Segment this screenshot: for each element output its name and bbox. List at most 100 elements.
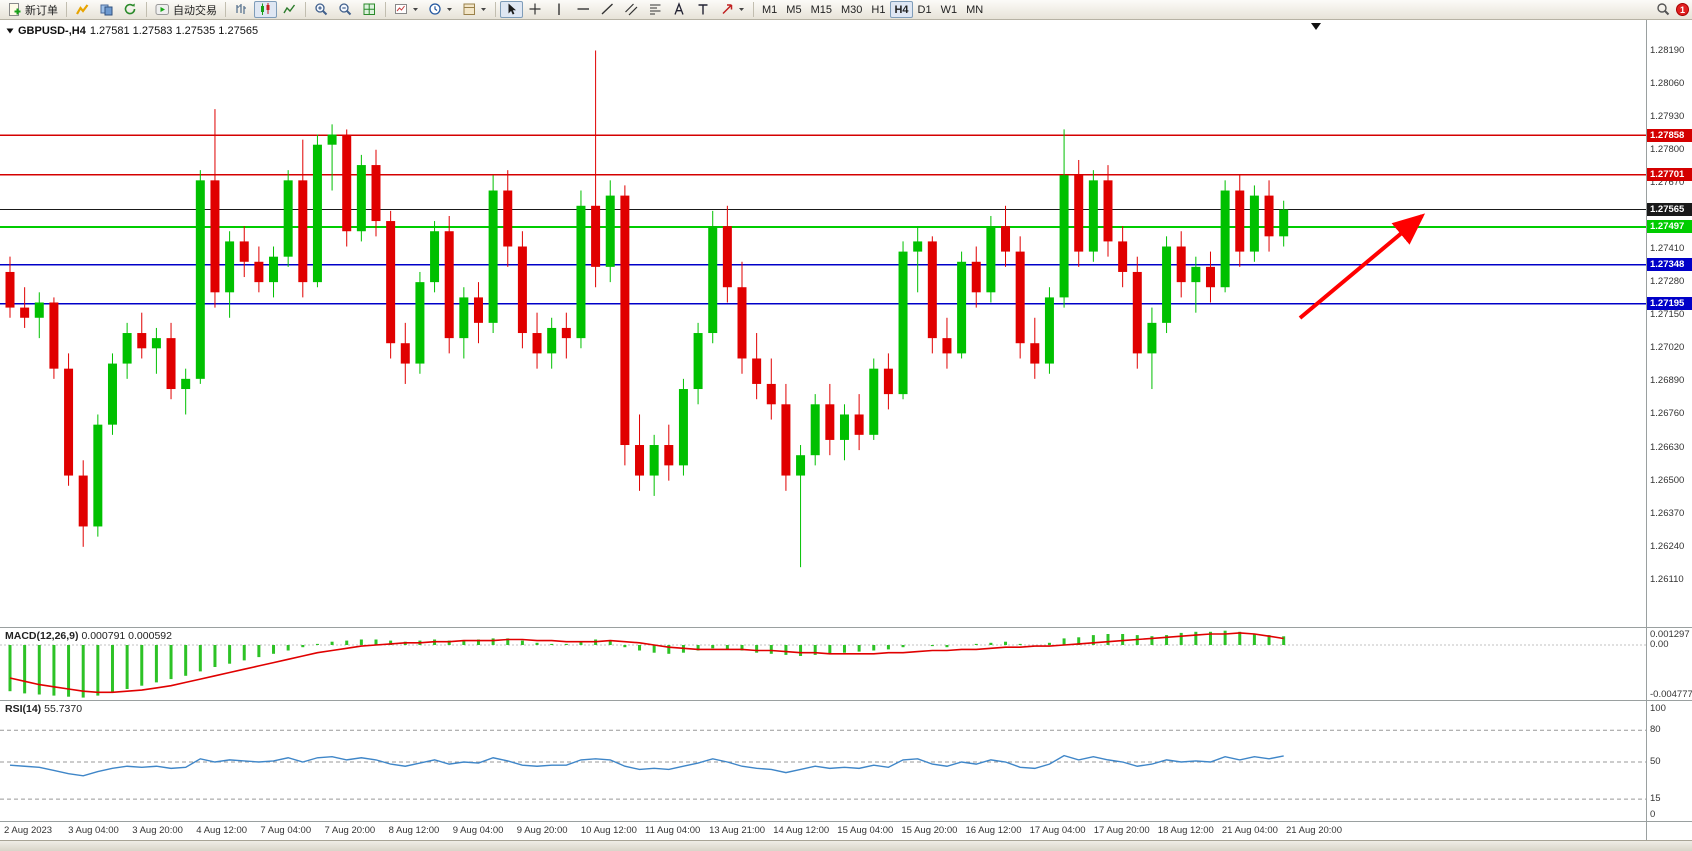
time-axis[interactable] <box>0 822 1692 840</box>
arrows-icon <box>722 4 733 15</box>
time-axis-label: 4 Aug 12:00 <box>196 825 248 836</box>
text-label-icon <box>698 4 708 15</box>
notification-badge[interactable]: 1 <box>1676 3 1689 16</box>
chart-title: GBPUSD-,H4 1.27581 1.27583 1.27535 1.275… <box>6 25 258 37</box>
price-axis-border <box>1646 20 1647 840</box>
price-axis-label: 1.27150 <box>1650 309 1685 321</box>
timeframe-M30[interactable]: M30 <box>840 3 863 16</box>
chart-ohlc-values: 1.27581 1.27583 1.27535 1.27565 <box>89 25 259 37</box>
timeframe-H1[interactable]: H1 <box>871 3 886 16</box>
text-icon <box>674 2 684 15</box>
timeframe-M15[interactable]: M15 <box>810 3 832 16</box>
time-axis-label: 2 Aug 2023 <box>4 825 53 836</box>
rsi-chart[interactable] <box>0 701 1646 821</box>
timeframe-W1[interactable]: W1 <box>940 3 958 16</box>
equidistant-channel-button[interactable] <box>620 1 643 18</box>
chevron-down-icon <box>413 8 418 11</box>
timeframe-M5[interactable]: M5 <box>786 3 802 16</box>
chevron-down-icon <box>481 8 486 11</box>
time-axis-label: 13 Aug 21:00 <box>709 825 766 836</box>
crosshair-button[interactable] <box>524 1 547 18</box>
refresh-button[interactable] <box>119 1 142 18</box>
horizontal-line-button[interactable] <box>572 1 595 18</box>
toolbar-separator <box>225 2 226 17</box>
arrows-button[interactable] <box>716 1 749 18</box>
symbol-dropdown-icon[interactable] <box>6 28 14 34</box>
search-button[interactable] <box>1652 1 1675 18</box>
auto-trading-button[interactable]: 自动交易 <box>151 1 221 18</box>
chart-symbol-timeframe: GBPUSD-,H4 <box>18 25 86 37</box>
macd-chart[interactable] <box>0 628 1646 700</box>
line-chart-button[interactable] <box>278 1 301 18</box>
templates-button[interactable] <box>458 1 491 18</box>
vertical-line-icon <box>558 3 560 15</box>
new-order-icon <box>9 3 21 16</box>
auto-trading-icon <box>155 4 169 15</box>
toolbar-separator <box>305 2 306 17</box>
toolbar-separator <box>753 2 754 17</box>
candlestick-chart[interactable] <box>0 20 1646 627</box>
time-axis-label: 21 Aug 20:00 <box>1286 825 1342 836</box>
panel-separator[interactable] <box>0 700 1692 701</box>
price-axis-label: 1.26500 <box>1650 474 1685 486</box>
price-level-badge: 1.27858 <box>1647 128 1692 142</box>
macd-axis-label: -0.004777 <box>1650 689 1692 700</box>
toolbar-separator <box>146 2 147 17</box>
time-axis-label: 7 Aug 04:00 <box>260 825 312 836</box>
macd-label: MACD(12,26,9) 0.000791 0.000592 <box>5 630 172 642</box>
line-chart-icon <box>283 4 296 14</box>
bar-chart-button[interactable] <box>230 1 253 18</box>
macd-axis-label: 0.001297 <box>1650 629 1690 640</box>
tile-windows-button[interactable] <box>358 1 381 18</box>
time-axis-label: 15 Aug 04:00 <box>837 825 894 836</box>
text-label-button[interactable] <box>692 1 715 18</box>
timeframe-group: M1 M5 M15 M30 H1 H4 D1 W1 MN <box>758 1 987 18</box>
price-level-badge: 1.27195 <box>1647 297 1692 311</box>
toolbar-separator <box>495 2 496 17</box>
price-level-badge: 1.27565 <box>1647 203 1692 217</box>
candlestick-chart-button[interactable] <box>254 1 277 18</box>
time-axis-label: 14 Aug 12:00 <box>773 825 830 836</box>
price-axis-label: 1.26760 <box>1650 408 1685 420</box>
fibonacci-icon <box>650 4 661 15</box>
rsi-axis-label: 15 <box>1650 793 1661 805</box>
time-axis-label: 3 Aug 20:00 <box>132 825 183 836</box>
new-chart-button[interactable] <box>390 1 423 18</box>
time-axis-label: 8 Aug 12:00 <box>388 825 440 836</box>
time-axis-label: 17 Aug 04:00 <box>1029 825 1086 836</box>
toolbar-separator <box>66 2 67 17</box>
rsi-axis-label: 50 <box>1650 756 1661 767</box>
rsi-value: 55.7370 <box>44 703 83 715</box>
periods-icon <box>429 3 441 15</box>
trendline-button[interactable] <box>596 1 619 18</box>
macd-axis-label: 0.00 <box>1650 639 1669 650</box>
periods-button[interactable] <box>424 1 457 18</box>
timeframe-MN[interactable]: MN <box>966 3 984 16</box>
crosshair-icon <box>529 3 541 15</box>
templates-icon <box>463 3 475 15</box>
timeframe-D1[interactable]: D1 <box>917 3 932 16</box>
cursor-button[interactable] <box>500 1 523 18</box>
price-axis-label: 1.27930 <box>1650 110 1685 122</box>
charts-button[interactable] <box>71 1 94 18</box>
vertical-line-button[interactable] <box>548 1 571 18</box>
horizontal-line-icon <box>577 8 589 10</box>
profiles-icon <box>100 4 113 16</box>
panel-separator[interactable] <box>0 627 1692 628</box>
candlestick-chart-icon <box>261 3 270 15</box>
new-order-button[interactable]: 新订单 <box>3 1 62 18</box>
zoom-in-button[interactable] <box>310 1 333 18</box>
time-axis-label: 11 Aug 04:00 <box>645 825 701 836</box>
text-button[interactable] <box>668 1 691 18</box>
rsi-axis-label: 0 <box>1650 809 1656 820</box>
time-axis-label: 9 Aug 04:00 <box>452 825 504 836</box>
time-axis-label: 18 Aug 12:00 <box>1157 825 1214 836</box>
zoom-out-button[interactable] <box>334 1 357 18</box>
price-axis-label: 1.26240 <box>1650 540 1685 552</box>
timeframe-H4[interactable]: H4 <box>890 1 913 18</box>
panel-separator <box>0 821 1692 822</box>
profiles-button[interactable] <box>95 1 118 18</box>
chevron-down-icon <box>447 8 452 11</box>
fibonacci-button[interactable] <box>644 1 667 18</box>
timeframe-M1[interactable]: M1 <box>762 3 778 16</box>
